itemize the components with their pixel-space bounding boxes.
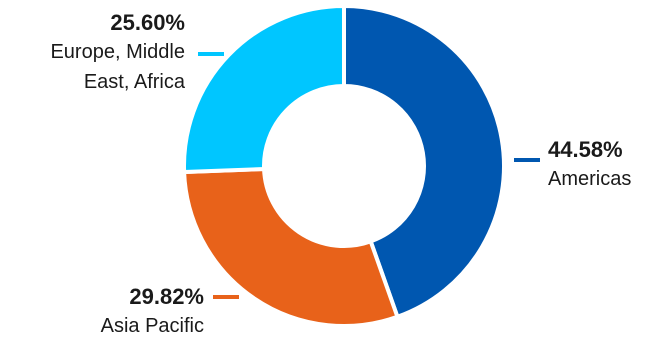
value-label-emea: 25.60% [110, 10, 185, 35]
value-label-asia-pacific: 29.82% [129, 284, 204, 309]
category-label-americas: Americas [548, 168, 631, 190]
label-americas: 44.58% Americas [514, 137, 631, 190]
label-asia-pacific: 29.82% Asia Pacific [101, 284, 239, 337]
slice-asia-pacific [182, 166, 400, 328]
value-label-americas: 44.58% [548, 137, 623, 162]
category-label-emea-line1: Europe, Middle [50, 41, 185, 63]
label-emea: 25.60% Europe, Middle East, Africa [50, 10, 224, 93]
category-label-asia-pacific: Asia Pacific [101, 315, 204, 337]
slice-europe-middle-east-africa [182, 3, 346, 175]
slice-americas [342, 3, 506, 320]
category-label-emea-line2: East, Africa [84, 71, 186, 93]
donut-slices [182, 3, 506, 328]
